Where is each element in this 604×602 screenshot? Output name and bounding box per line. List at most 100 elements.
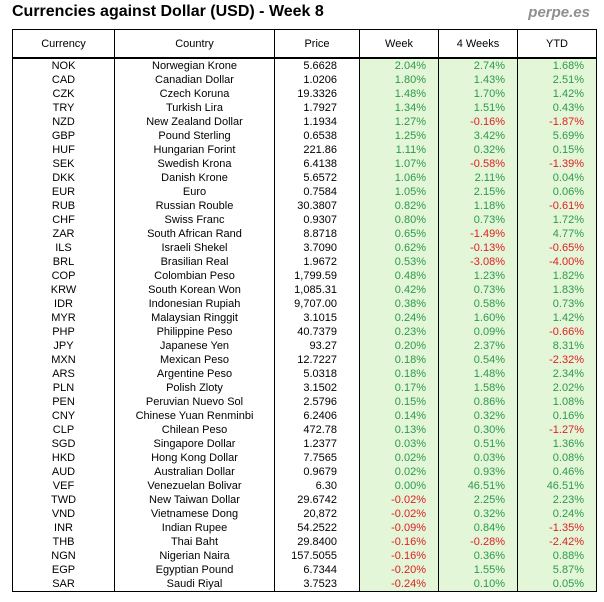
country-name-cell: Australian Dollar [114,465,275,479]
price-cell: 8.8718 [274,227,360,241]
country-name-cell: Saudi Riyal [114,577,275,592]
table-row: HKD Hong Kong Dollar 7.7565 0.02% 0.03% 0.08% [12,451,597,465]
ytd-change-cell: 2.51% [517,73,597,87]
week-change-cell: -0.20% [359,563,439,577]
country-name-cell: Danish Krone [114,171,275,185]
country-name-cell: Brasilian Real [114,255,275,269]
week-change-cell: 0.20% [359,339,439,353]
ytd-change-cell: -2.42% [517,535,597,549]
table-row: CNY Chinese Yuan Renminbi 6.2406 0.14% 0.32%… [12,409,597,423]
four-weeks-change-cell: 2.74% [438,58,518,73]
country-name-cell: Venezuelan Bolivar [114,479,275,493]
four-weeks-change-cell: 0.51% [438,437,518,451]
table-row: ARS Argentine Peso 5.0318 0.18% 1.48% 2.34% [12,367,597,381]
table-body: NOK Norwegian Krone 5.6628 2.04% 2.74% 1.68% C… [12,58,597,592]
currency-code-cell: MXN [12,353,115,367]
four-weeks-change-cell: -0.28% [438,535,518,549]
table-row: MYR Malaysian Ringgit 3.1015 0.24% 1.60% 1.42… [12,311,597,325]
ytd-change-cell: 0.16% [517,409,597,423]
four-weeks-change-cell: 0.93% [438,465,518,479]
ytd-change-cell: -1.27% [517,423,597,437]
week-change-cell: 0.02% [359,465,439,479]
week-change-cell: 1.25% [359,129,439,143]
table-row: PEN Peruvian Nuevo Sol 2.5796 0.15% 0.86% 1.0… [12,395,597,409]
table-row: CAD Canadian Dollar 1.0206 1.80% 1.43% 2.51% [12,73,597,87]
country-name-cell: Indian Rupee [114,521,275,535]
header-price: Price [274,29,360,59]
four-weeks-change-cell: 2.37% [438,339,518,353]
currency-code-cell: JPY [12,339,115,353]
week-change-cell: -0.09% [359,521,439,535]
week-change-cell: 0.18% [359,353,439,367]
ytd-change-cell: 1.68% [517,58,597,73]
header-week: Week [359,29,439,59]
week-change-cell: 0.15% [359,395,439,409]
country-name-cell: Chinese Yuan Renminbi [114,409,275,423]
ytd-change-cell: 0.15% [517,143,597,157]
week-change-cell: 1.07% [359,157,439,171]
table-row: MXN Mexican Peso 12.7227 0.18% 0.54% -2.32% [12,353,597,367]
price-cell: 0.6538 [274,129,360,143]
currency-code-cell: AUD [12,465,115,479]
week-change-cell: 0.38% [359,297,439,311]
table-row: RUB Russian Rouble 30.3807 0.82% 1.18% -0.61% [12,199,597,213]
ytd-change-cell: 0.08% [517,451,597,465]
week-change-cell: 0.62% [359,241,439,255]
country-name-cell: Czech Koruna [114,87,275,101]
table-row: THB Thai Baht 29.8400 -0.16% -0.28% -2.42% [12,535,597,549]
country-name-cell: Israeli Shekel [114,241,275,255]
price-cell: 3.1015 [274,311,360,325]
price-cell: 29.8400 [274,535,360,549]
week-change-cell: 1.80% [359,73,439,87]
table-row: DKK Danish Krone 5.6572 1.06% 2.11% 0.04% [12,171,597,185]
table-row: CZK Czech Koruna 19.3326 1.48% 1.70% 1.42% [12,87,597,101]
table-row: NOK Norwegian Krone 5.6628 2.04% 2.74% 1.68% [12,58,597,73]
currency-code-cell: BRL [12,255,115,269]
four-weeks-change-cell: 1.70% [438,87,518,101]
currency-code-cell: SGD [12,437,115,451]
currency-code-cell: VEF [12,479,115,493]
country-name-cell: Peruvian Nuevo Sol [114,395,275,409]
country-name-cell: Thai Baht [114,535,275,549]
price-cell: 1.9672 [274,255,360,269]
four-weeks-change-cell: 2.25% [438,493,518,507]
header-four-weeks: 4 Weeks [438,29,518,59]
table-row: ZAR South African Rand 8.8718 0.65% -1.49% 4.… [12,227,597,241]
ytd-change-cell: -0.65% [517,241,597,255]
week-change-cell: 0.18% [359,367,439,381]
ytd-change-cell: 1.72% [517,213,597,227]
currency-code-cell: HKD [12,451,115,465]
currency-code-cell: CAD [12,73,115,87]
table-row: VEF Venezuelan Bolivar 6.30 0.00% 46.51% 46.5… [12,479,597,493]
four-weeks-change-cell: 1.18% [438,199,518,213]
price-cell: 5.6628 [274,58,360,73]
country-name-cell: Indonesian Rupiah [114,297,275,311]
currency-code-cell: PEN [12,395,115,409]
week-change-cell: 2.04% [359,58,439,73]
country-name-cell: Swiss Franc [114,213,275,227]
currency-code-cell: MYR [12,311,115,325]
price-cell: 1.7927 [274,101,360,115]
currency-code-cell: EGP [12,563,115,577]
price-cell: 3.7090 [274,241,360,255]
currency-table: Currency Country Price Week 4 Weeks YTD … [12,29,597,592]
ytd-change-cell: 0.05% [517,577,597,592]
price-cell: 3.7523 [274,577,360,592]
ytd-change-cell: -1.35% [517,521,597,535]
price-cell: 157.5055 [274,549,360,563]
country-name-cell: Chilean Peso [114,423,275,437]
currency-code-cell: COP [12,269,115,283]
currency-code-cell: DKK [12,171,115,185]
price-cell: 19.3326 [274,87,360,101]
four-weeks-change-cell: 2.11% [438,171,518,185]
country-name-cell: Japanese Yen [114,339,275,353]
price-cell: 7.7565 [274,451,360,465]
price-cell: 6.30 [274,479,360,493]
country-name-cell: Hong Kong Dollar [114,451,275,465]
country-name-cell: Vietnamese Dong [114,507,275,521]
table-row: KRW South Korean Won 1,085.31 0.42% 0.73% 1.8… [12,283,597,297]
currency-code-cell: ILS [12,241,115,255]
table-row: IDR Indonesian Rupiah 9,707.00 0.38% 0.58% 0.… [12,297,597,311]
ytd-change-cell: 5.87% [517,563,597,577]
currency-code-cell: HUF [12,143,115,157]
